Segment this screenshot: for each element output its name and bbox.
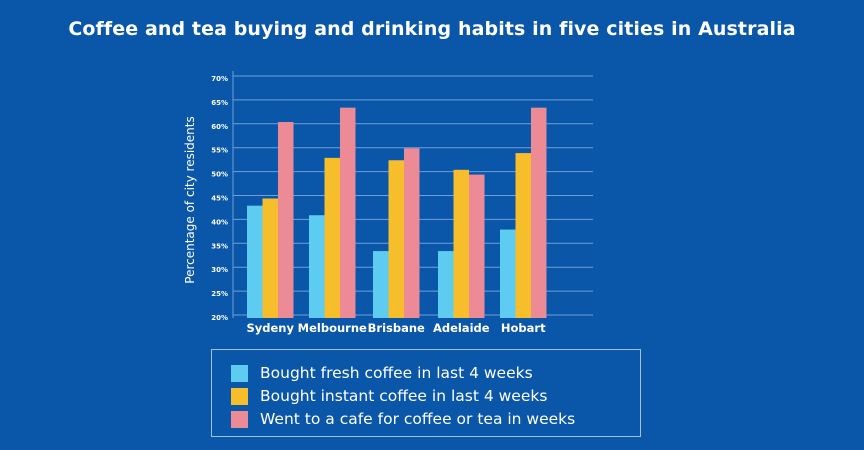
y-tick-label: 70% <box>211 75 228 83</box>
bar-sydeny-series-2 <box>278 122 294 319</box>
legend-label: Went to a cafe for coffee or tea in week… <box>260 410 576 428</box>
x-tick-label: Sydeny <box>247 321 295 335</box>
legend-label: Bought fresh coffee in last 4 weeks <box>260 364 533 382</box>
legend: Bought fresh coffee in last 4 weeks Boug… <box>211 349 641 437</box>
y-tick-label: 30% <box>211 266 228 274</box>
legend-swatch <box>231 364 248 382</box>
bar-brisbane-series-0 <box>373 251 389 318</box>
bar-melbourne-series-1 <box>324 157 340 318</box>
legend-item: Bought fresh coffee in last 4 weeks <box>231 363 533 383</box>
bar-hobart-series-1 <box>515 153 531 318</box>
bar-hobart-series-2 <box>531 107 547 319</box>
y-tick-label: 55% <box>211 147 228 155</box>
y-tick-label: 60% <box>211 123 228 131</box>
y-tick-label: 25% <box>211 290 228 298</box>
chart-title: Coffee and tea buying and drinking habit… <box>68 18 796 40</box>
x-tick-label: Hobart <box>501 321 546 335</box>
bar-sydeny-series-1 <box>262 198 278 318</box>
bar-sydeny-series-0 <box>247 205 263 318</box>
bar-hobart-series-0 <box>500 229 516 318</box>
bar-melbourne-series-2 <box>340 107 356 319</box>
legend-swatch <box>231 410 248 428</box>
legend-swatch <box>231 387 248 405</box>
x-tick-label: Melbourne <box>298 321 367 335</box>
y-tick-label: 65% <box>211 99 228 107</box>
legend-item: Went to a cafe for coffee or tea in week… <box>231 409 575 429</box>
bar-adelaide-series-1 <box>453 169 469 318</box>
x-tick-label: Brisbane <box>368 321 425 335</box>
bar-adelaide-series-0 <box>438 251 454 318</box>
y-tick-label: 20% <box>211 314 228 322</box>
legend-label: Bought instant coffee in last 4 weeks <box>260 387 548 405</box>
y-tick-label: 50% <box>211 171 228 179</box>
y-tick-label: 45% <box>211 195 228 203</box>
bar-melbourne-series-0 <box>309 215 325 318</box>
y-tick-label: 40% <box>211 218 228 226</box>
x-tick-label: Adelaide <box>433 321 490 335</box>
bar-brisbane-series-1 <box>388 160 404 318</box>
y-tick-label: 35% <box>211 242 228 250</box>
bar-adelaide-series-2 <box>469 174 485 318</box>
bar-brisbane-series-2 <box>404 148 420 318</box>
legend-item: Bought instant coffee in last 4 weeks <box>231 386 547 406</box>
